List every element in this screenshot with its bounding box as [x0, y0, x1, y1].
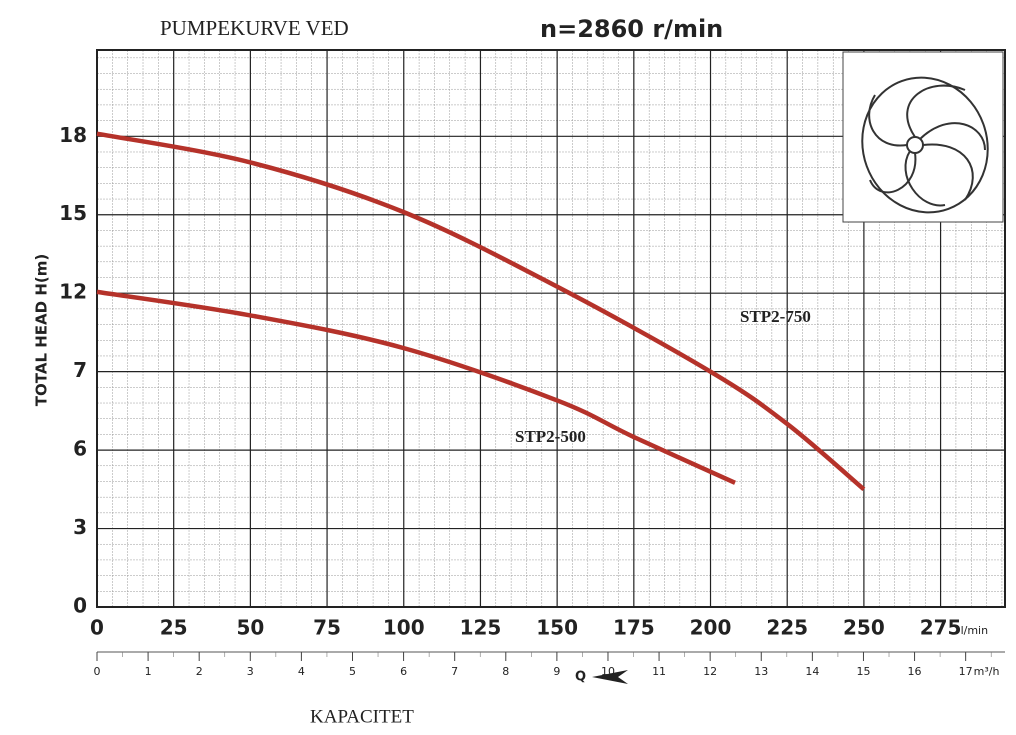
- x2-tick-label: 16: [908, 665, 922, 678]
- series-label: STP2-500: [515, 427, 586, 446]
- x2-tick-label: 4: [298, 665, 305, 678]
- x-tick-label: 200: [690, 616, 732, 640]
- x2-tick-label: 9: [553, 665, 560, 678]
- chart-subtitle: n=2860 r/min: [540, 15, 723, 43]
- series-label: STP2-750: [740, 307, 811, 326]
- y-tick-label: 6: [73, 437, 87, 461]
- x2-tick-label: 10: [601, 665, 615, 678]
- x-tick-label: 275: [920, 616, 962, 640]
- x2-tick-label: 15: [856, 665, 870, 678]
- y-tick-label: 12: [59, 280, 87, 304]
- x2-tick-label: 11: [652, 665, 666, 678]
- x-tick-label: 100: [383, 616, 425, 640]
- x-unit: l/min: [961, 624, 989, 637]
- x2-tick-label: 17: [959, 665, 973, 678]
- y-tick-label: 7: [73, 358, 87, 382]
- y-tick-label: 15: [59, 201, 87, 225]
- x-tick-label: 125: [460, 616, 502, 640]
- x2-tick-label: 3: [247, 665, 254, 678]
- x2-tick-label: 0: [94, 665, 101, 678]
- x-tick-label: 25: [160, 616, 188, 640]
- x-tick-label: 250: [843, 616, 885, 640]
- y-tick-label: 0: [73, 594, 87, 618]
- x2-tick-label: 5: [349, 665, 356, 678]
- x-tick-label: 0: [90, 616, 104, 640]
- x-tick-label: 150: [536, 616, 578, 640]
- y-tick-label: 18: [59, 123, 87, 147]
- x2-tick-label: 12: [703, 665, 717, 678]
- x2-tick-label: 13: [754, 665, 768, 678]
- x-tick-label: 50: [236, 616, 264, 640]
- x2-tick-label: 2: [196, 665, 203, 678]
- x2-unit: m³/h: [974, 665, 1000, 678]
- chart: PUMPEKURVE VED n=2860 r/min TOTAL HEAD H…: [0, 0, 1016, 735]
- x2-tick-label: 14: [805, 665, 819, 678]
- x2-tick-label: 1: [145, 665, 152, 678]
- impeller-image: [843, 52, 1007, 230]
- x2-tick-label: 8: [502, 665, 509, 678]
- chart-title: PUMPEKURVE VED: [160, 16, 349, 40]
- x-axis-label: KAPACITET: [310, 706, 414, 727]
- x-tick-label: 225: [766, 616, 808, 640]
- x-tick-label: 75: [313, 616, 341, 640]
- y-axis-label: TOTAL HEAD H(m): [33, 254, 51, 406]
- x-tick-label: 175: [613, 616, 655, 640]
- y-tick-label: 3: [73, 515, 87, 539]
- x2-tick-label: 6: [400, 665, 407, 678]
- x2-tick-label: 7: [451, 665, 458, 678]
- x-symbol: Q: [575, 670, 586, 685]
